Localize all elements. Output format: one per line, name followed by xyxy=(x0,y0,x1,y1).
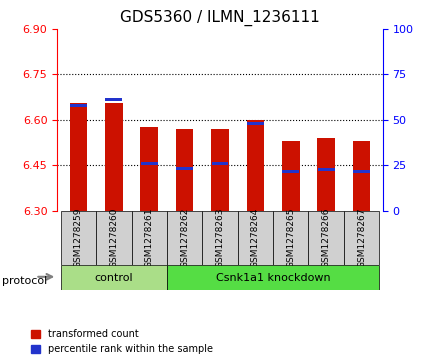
Bar xyxy=(61,265,167,290)
Bar xyxy=(70,103,87,211)
Bar xyxy=(96,211,132,265)
Text: GSM1278262: GSM1278262 xyxy=(180,208,189,268)
Bar xyxy=(353,141,370,211)
Text: Csnk1a1 knockdown: Csnk1a1 knockdown xyxy=(216,273,330,283)
Text: protocol: protocol xyxy=(2,276,48,286)
Bar xyxy=(212,162,228,165)
Text: GSM1278266: GSM1278266 xyxy=(322,208,331,268)
Text: GSM1278267: GSM1278267 xyxy=(357,208,366,268)
Title: GDS5360 / ILMN_1236111: GDS5360 / ILMN_1236111 xyxy=(120,10,320,26)
Text: GSM1278264: GSM1278264 xyxy=(251,208,260,268)
Bar xyxy=(61,211,96,265)
Bar xyxy=(176,130,194,211)
Bar xyxy=(318,168,334,171)
Legend: transformed count, percentile rank within the sample: transformed count, percentile rank withi… xyxy=(27,326,217,358)
Bar xyxy=(202,211,238,265)
Bar xyxy=(167,211,202,265)
Bar xyxy=(247,122,264,125)
Bar xyxy=(176,167,193,170)
Text: GSM1278259: GSM1278259 xyxy=(74,208,83,268)
Bar xyxy=(282,170,299,172)
Bar xyxy=(106,98,122,101)
Text: control: control xyxy=(95,273,133,283)
Bar xyxy=(317,138,335,211)
Bar xyxy=(238,211,273,265)
Bar xyxy=(344,211,379,265)
Bar xyxy=(246,120,264,211)
Bar xyxy=(353,171,370,173)
Bar xyxy=(105,103,123,211)
Bar xyxy=(282,141,300,211)
Text: GSM1278263: GSM1278263 xyxy=(216,208,224,268)
Bar xyxy=(308,211,344,265)
Bar xyxy=(273,211,308,265)
Bar xyxy=(140,127,158,211)
Bar xyxy=(132,211,167,265)
Text: GSM1278260: GSM1278260 xyxy=(109,208,118,268)
Text: GSM1278265: GSM1278265 xyxy=(286,208,295,268)
Bar xyxy=(211,130,229,211)
Bar xyxy=(167,265,379,290)
Bar xyxy=(141,162,158,165)
Text: GSM1278261: GSM1278261 xyxy=(145,208,154,268)
Bar xyxy=(70,104,87,107)
